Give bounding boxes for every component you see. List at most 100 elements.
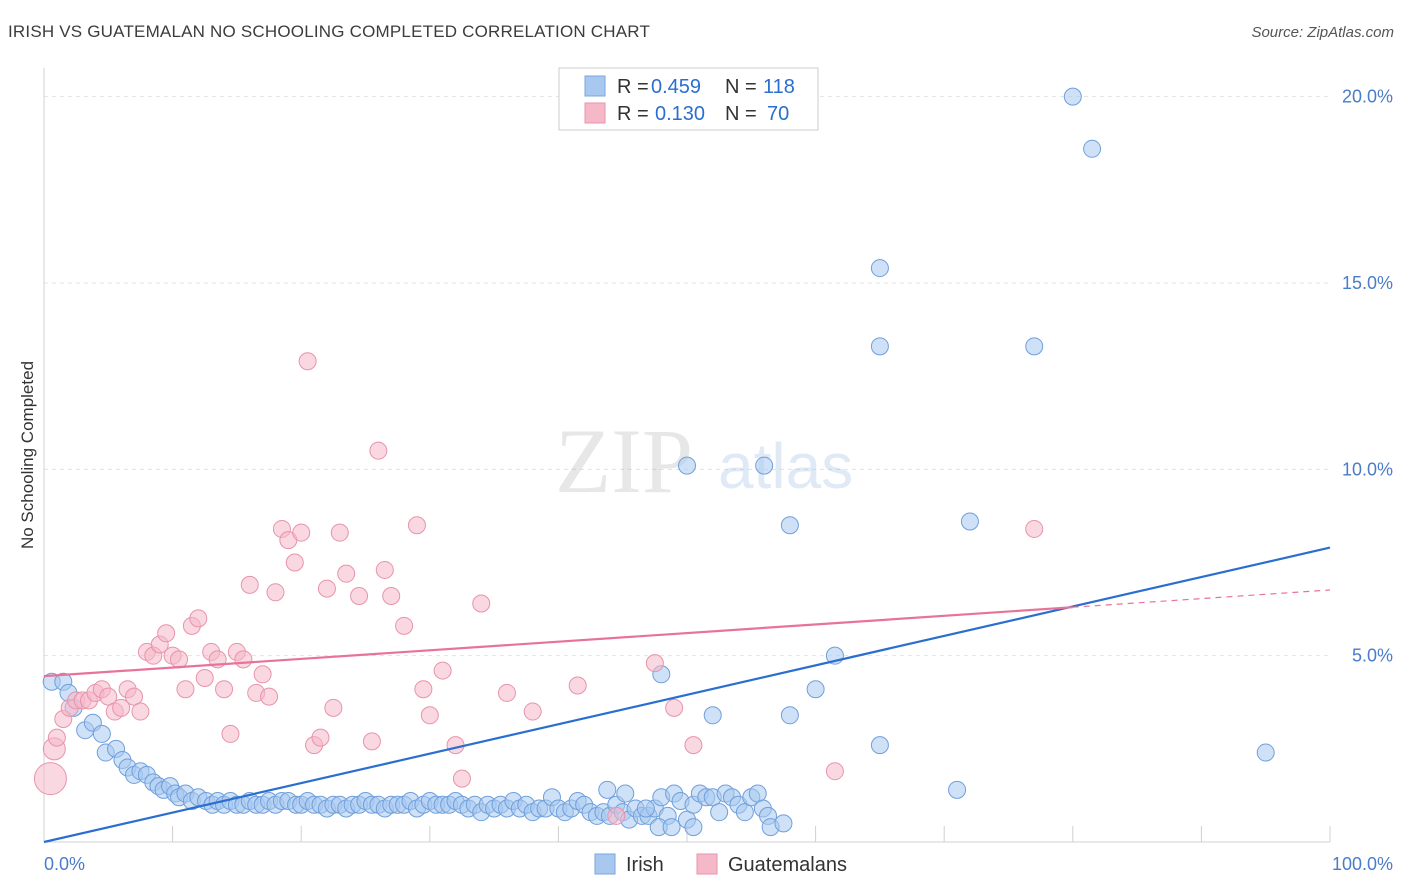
guatemalan-point — [324, 698, 343, 717]
y-axis-label: No Schooling Completed — [18, 361, 37, 549]
guatemalan-point — [112, 698, 131, 717]
guatemalan-point — [433, 661, 452, 680]
legend-r-value: 0.459 — [651, 76, 701, 98]
guatemalan-point — [362, 732, 381, 751]
irish-point — [616, 784, 635, 803]
legend-box: R = 0.459 N = 118 R = 0.130 N = 70 — [558, 67, 819, 131]
irish-point — [703, 706, 722, 725]
bottom-legend: Irish Guatemalans — [594, 853, 847, 876]
guatemalan-point — [330, 523, 349, 542]
guatemalan-point — [285, 553, 304, 572]
irish-point — [1083, 139, 1102, 158]
watermark-zip: ZIP — [555, 410, 693, 512]
guatemalan-point — [337, 564, 356, 583]
guatemalan-point — [317, 579, 336, 598]
guatemalan-point — [234, 650, 253, 669]
irish-trend-line — [43, 546, 1331, 844]
irish-point — [960, 512, 979, 531]
guatemalan-point — [1025, 519, 1044, 538]
guatemalan-trend-line — [43, 606, 1073, 678]
guatemalan-point — [215, 680, 234, 699]
guatemalan-point — [240, 575, 259, 594]
irish-point — [1256, 743, 1275, 762]
legend-n-label: N = — [725, 76, 757, 98]
guatemalan-point — [523, 702, 542, 721]
guatemalan-point — [414, 680, 433, 699]
irish-point — [636, 799, 655, 818]
guatemalan-point — [292, 523, 311, 542]
guatemalan-point — [33, 762, 67, 796]
guatemalan-point — [497, 683, 516, 702]
guatemalan-point — [157, 624, 176, 643]
guatemalan-point — [382, 587, 401, 606]
irish-point — [755, 456, 774, 475]
guatemalan-point — [607, 806, 626, 825]
irish-point — [598, 780, 617, 799]
guatemalan-point — [350, 587, 369, 606]
guatemalan-point — [407, 516, 426, 535]
irish-point — [780, 516, 799, 535]
irish-point — [710, 803, 729, 822]
irish-point — [678, 456, 696, 475]
guatemalan-point — [395, 616, 414, 635]
legend-swatch-guatemalan — [584, 102, 606, 124]
guatemalan-point — [472, 594, 491, 613]
guatemalan-point — [253, 665, 272, 684]
guatemalan-point — [125, 687, 144, 706]
y-tick-label: 15.0% — [1342, 273, 1393, 293]
irish-point — [735, 803, 754, 822]
legend-r-label: R = — [617, 103, 649, 125]
y-tick-label: 20.0% — [1342, 87, 1393, 107]
watermark: ZIP atlas — [555, 410, 853, 512]
guatemalan-point — [260, 687, 279, 706]
irish-point — [662, 818, 681, 837]
irish-point — [684, 818, 703, 837]
guatemalan-point — [369, 441, 388, 460]
watermark-atlas: atlas — [718, 430, 853, 502]
irish-point — [806, 680, 825, 699]
guatemalan-point — [189, 609, 208, 628]
bottom-legend-swatch-guatemalan — [696, 853, 718, 875]
legend-r-label: R = — [617, 76, 649, 98]
guatemalan-point — [645, 654, 664, 673]
guatemalan-point — [298, 352, 317, 371]
bottom-legend-swatch-irish — [594, 853, 616, 875]
y-tick-label: 10.0% — [1342, 459, 1393, 479]
legend-r-value: 0.130 — [655, 103, 705, 125]
guatemalan-point — [195, 669, 214, 688]
irish-point — [870, 337, 889, 356]
irish-points — [42, 87, 1275, 837]
legend-n-label: N = — [725, 103, 757, 125]
guatemalan-point — [446, 736, 465, 755]
x-tick-label: 100.0% — [1332, 854, 1393, 874]
guatemalan-point — [311, 728, 330, 747]
guatemalan-point — [665, 698, 684, 717]
guatemalan-point — [420, 706, 439, 725]
guatemalan-point — [568, 676, 587, 695]
guatemalan-points — [33, 352, 1044, 825]
guatemalan-point — [131, 702, 150, 721]
guatemalan-point — [221, 724, 240, 743]
guatemalan-point — [452, 769, 471, 788]
guatemalan-point — [684, 736, 703, 755]
irish-point — [870, 736, 889, 755]
bottom-legend-guatemalan: Guatemalans — [728, 854, 847, 876]
guatemalan-point — [47, 728, 66, 747]
legend-n-value: 70 — [767, 103, 789, 125]
x-tick-label: 0.0% — [44, 854, 85, 874]
irish-point — [948, 780, 967, 799]
chart-title: IRISH VS GUATEMALAN NO SCHOOLING COMPLET… — [8, 22, 651, 41]
irish-point — [1063, 87, 1082, 106]
bottom-legend-irish: Irish — [626, 854, 664, 876]
legend-n-value: 118 — [763, 76, 795, 98]
irish-point — [92, 724, 111, 743]
source-credit: Source: ZipAtlas.com — [1251, 24, 1394, 41]
guatemalan-point — [266, 583, 285, 602]
guatemalan-trend-extension — [1072, 589, 1331, 608]
irish-point — [1025, 337, 1044, 356]
guatemalan-point — [99, 687, 118, 706]
y-tick-label: 5.0% — [1352, 646, 1393, 666]
guatemalan-point — [170, 650, 189, 669]
irish-point — [780, 706, 799, 725]
irish-point — [870, 259, 889, 278]
